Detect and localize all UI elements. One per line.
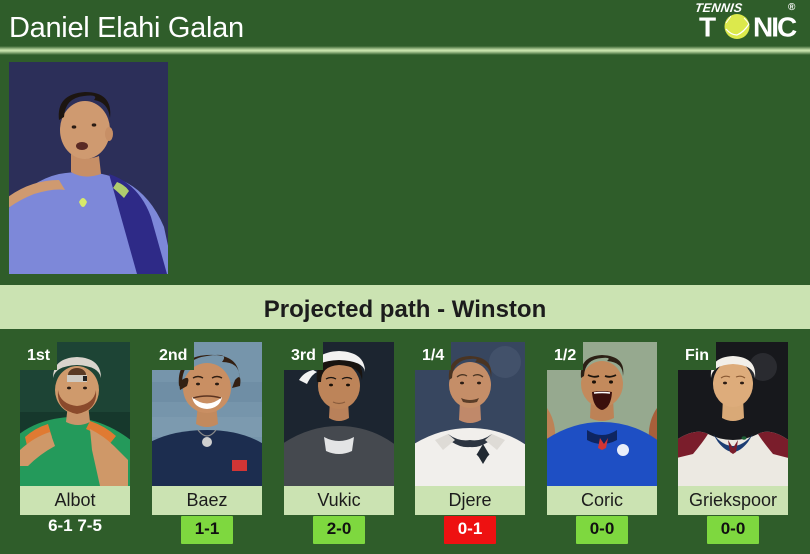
svg-text:T: T — [699, 12, 716, 43]
svg-text:NIC: NIC — [753, 12, 797, 43]
